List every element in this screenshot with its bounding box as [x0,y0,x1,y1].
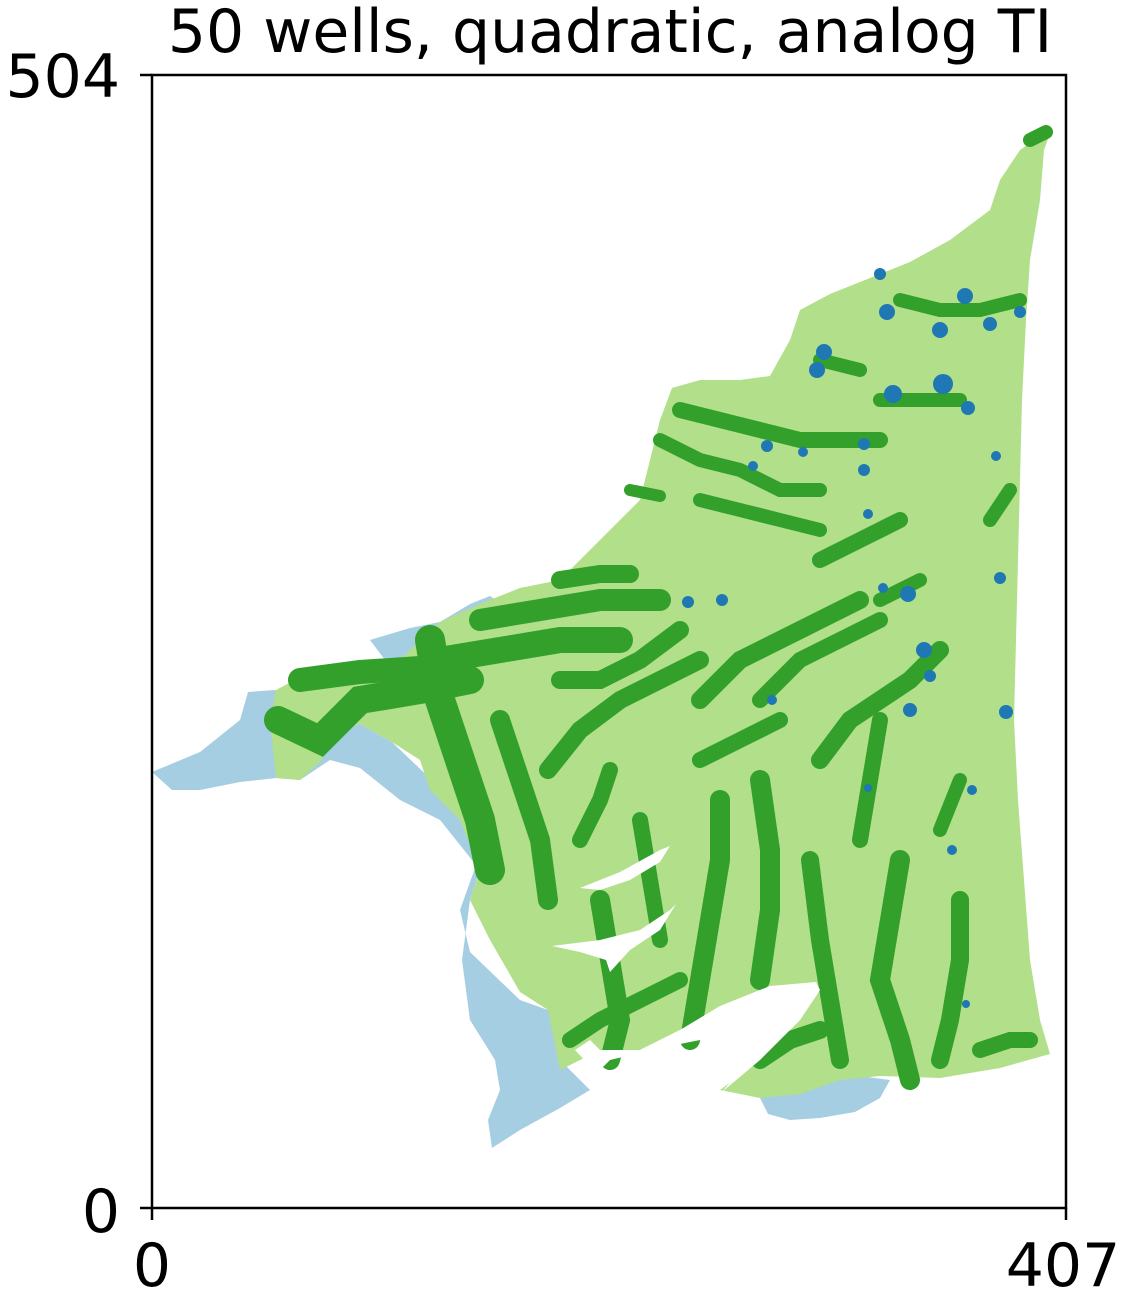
water-region-west [152,690,590,1148]
chart-title: 50 wells, quadratic, analog TI [168,0,1052,67]
x-tick-label-right: 407 [1006,1231,1121,1292]
facies-map [152,125,1053,1148]
void-regions [552,846,820,1092]
water-region-south [760,1076,890,1120]
x-tick-label-left: 0 [133,1231,171,1292]
plot-frame [150,73,1068,1210]
land-region [270,128,1052,1098]
channel-bodies [264,125,1053,1090]
blue-patches [682,268,1026,1008]
y-tick-label-bottom: 0 [82,1177,120,1247]
y-tick-label-top: 504 [5,42,120,112]
